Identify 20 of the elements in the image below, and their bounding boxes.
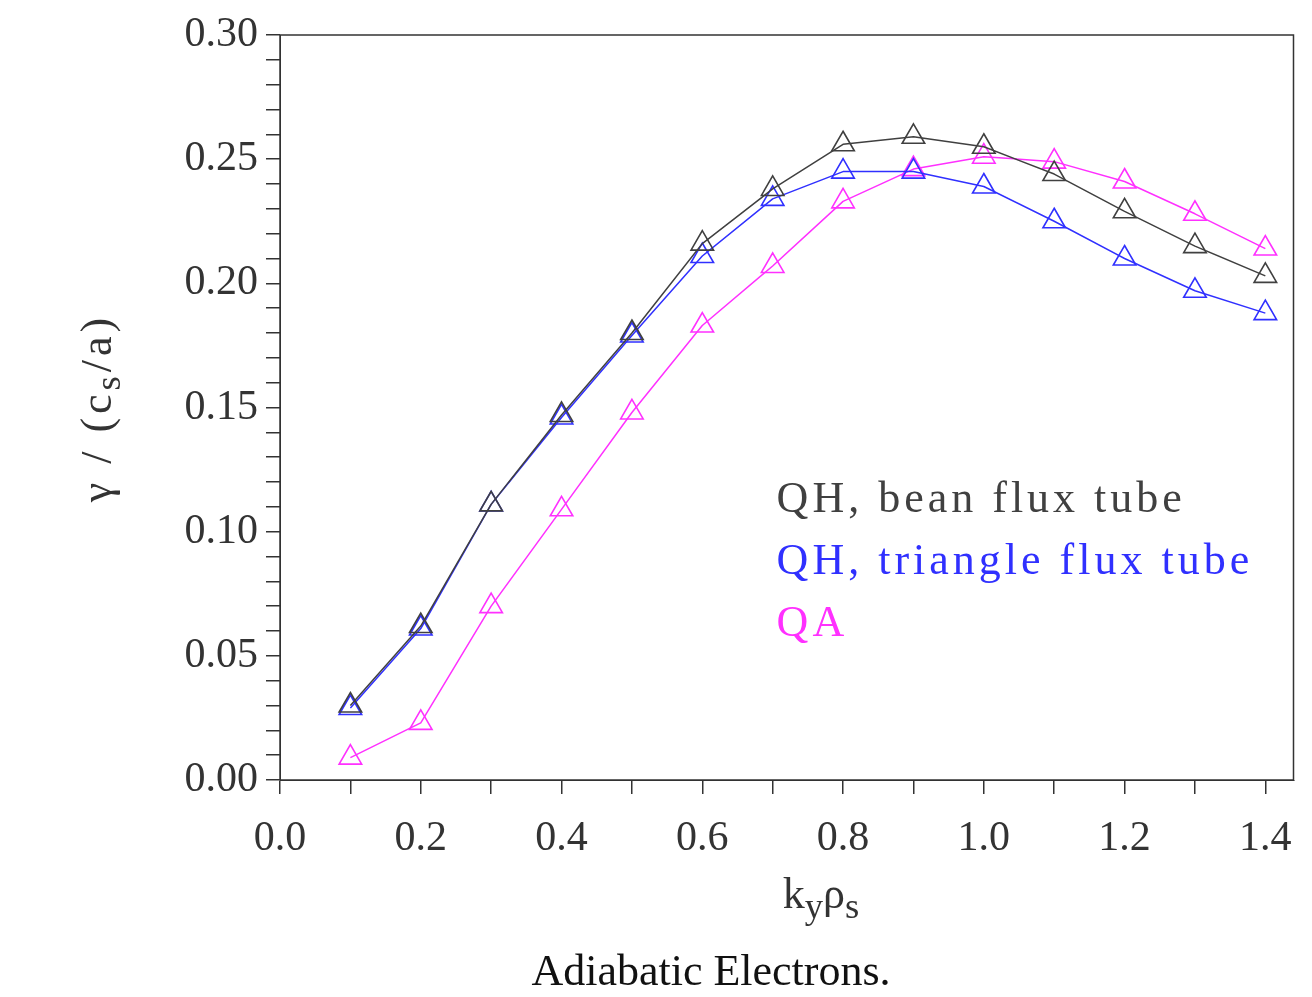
- x-tick-label: 0.2: [394, 813, 448, 860]
- y-tick-label: 0.15: [184, 381, 258, 428]
- x-tick-label: 0.4: [535, 813, 588, 860]
- x-tick-label: 1.4: [1239, 813, 1292, 860]
- y-tick-label: 0.20: [184, 257, 258, 304]
- text: QA: [776, 596, 849, 646]
- y-tick-label: 0.00: [184, 754, 258, 801]
- y-tick-label: 0.25: [184, 133, 258, 180]
- x-tick-label: 0.0: [253, 813, 307, 860]
- x-tick-label: 0.6: [676, 813, 729, 860]
- text: Adiabatic Electrons.: [530, 945, 892, 996]
- x-tick-label: 1.2: [1098, 813, 1151, 860]
- x-tick-label: 1.0: [957, 813, 1011, 860]
- x-tick-label: 0.8: [816, 813, 870, 860]
- y-tick-label: 0.30: [184, 9, 258, 56]
- y-tick-label: 0.10: [184, 505, 258, 552]
- text: QH, triangle flux tube: [776, 534, 1254, 584]
- text: QH, bean flux tube: [776, 472, 1186, 522]
- x-axis-title: k$_{y}$ρ$_{s}$: [781, 868, 861, 927]
- y-tick-label: 0.05: [184, 629, 258, 676]
